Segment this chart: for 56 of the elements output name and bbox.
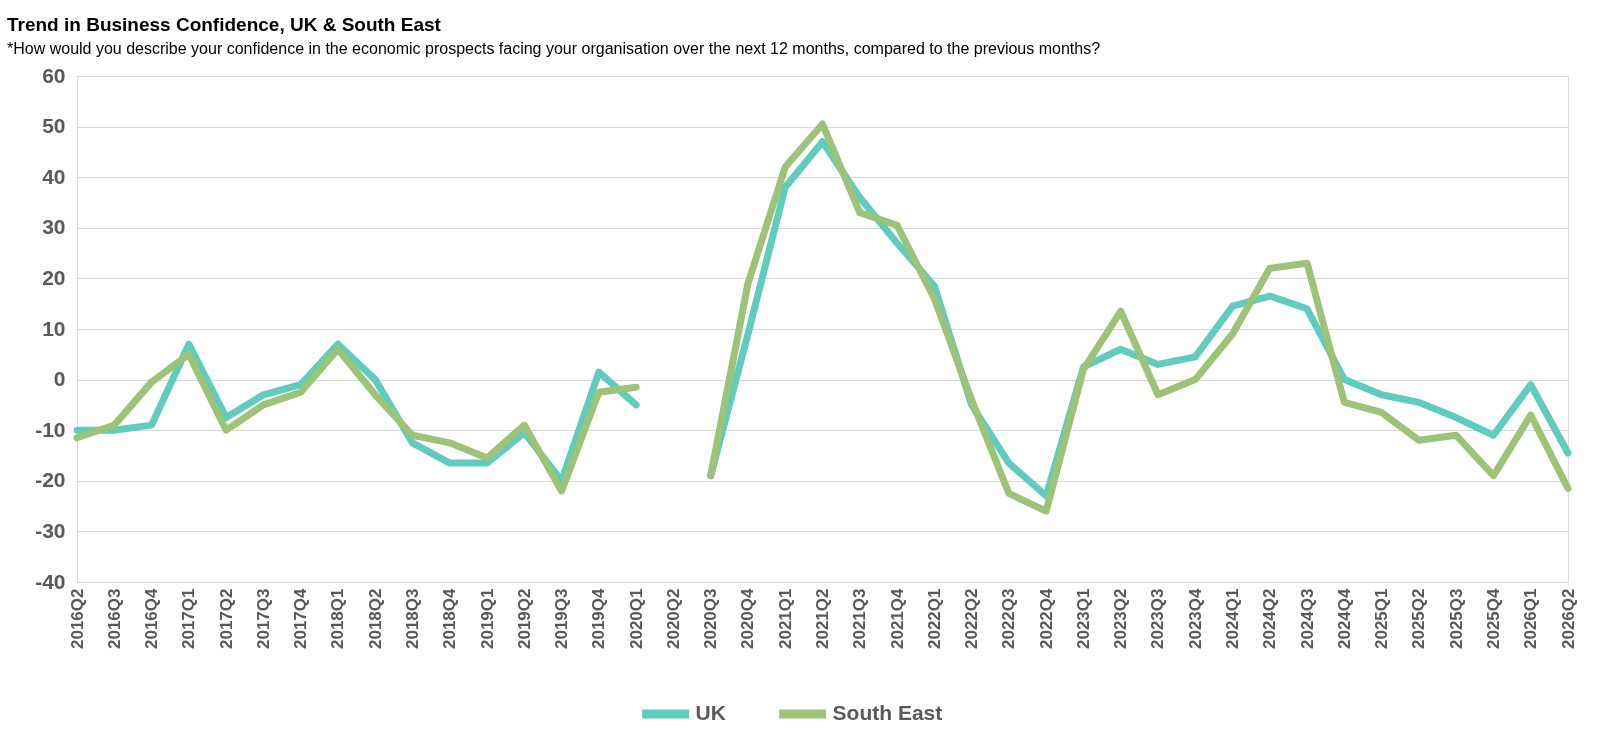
x-tick-label: 2018Q1 (328, 588, 348, 649)
y-tick-label: 60 (42, 63, 66, 87)
x-tick-label: 2016Q3 (104, 588, 124, 649)
x-tick-label: 2022Q3 (999, 588, 1019, 649)
x-tick-label: 2023Q1 (1073, 588, 1093, 649)
y-tick-label: -20 (35, 468, 66, 492)
x-tick-label: 2025Q4 (1483, 587, 1503, 649)
y-tick-label: -10 (35, 417, 66, 441)
x-tick-label: 2019Q4 (589, 587, 609, 649)
x-tick-label: 2020Q1 (626, 588, 646, 649)
x-tick-label: 2023Q4 (1185, 587, 1205, 649)
x-tick-label: 2025Q3 (1446, 588, 1466, 649)
x-tick-label: 2023Q3 (1148, 588, 1168, 649)
x-tick-label: 2020Q4 (738, 587, 758, 649)
legend-label: UK (695, 701, 726, 724)
x-tick-label: 2024Q4 (1334, 587, 1354, 649)
x-tick-label: 2017Q4 (291, 587, 311, 649)
y-tick-label: -30 (35, 518, 66, 542)
x-tick-label: 2020Q3 (701, 588, 721, 649)
y-tick-label: 50 (42, 114, 66, 138)
x-tick-label: 2020Q2 (663, 588, 683, 649)
x-tick-label: 2017Q2 (216, 588, 236, 649)
x-tick-label: 2018Q4 (440, 587, 460, 649)
x-tick-label: 2018Q3 (402, 588, 422, 649)
x-tick-label: 2017Q1 (179, 588, 199, 649)
chart-title: Trend in Business Confidence, UK & South East (7, 14, 442, 35)
x-tick-label: 2024Q3 (1297, 588, 1317, 649)
x-tick-label: 2026Q2 (1558, 588, 1578, 649)
x-tick-label: 2024Q2 (1260, 588, 1280, 649)
y-tick-label: 10 (42, 316, 66, 340)
x-tick-label: 2016Q2 (67, 588, 87, 649)
x-tick-label: 2016Q4 (142, 587, 162, 649)
legend-label: South East (832, 701, 943, 724)
y-tick-label: -40 (35, 569, 66, 593)
x-tick-label: 2021Q1 (775, 588, 795, 649)
x-tick-label: 2026Q1 (1521, 588, 1541, 649)
x-tick-label: 2019Q1 (477, 588, 497, 649)
x-tick-label: 2025Q1 (1372, 588, 1392, 649)
y-tick-label: 30 (42, 215, 66, 239)
x-tick-label: 2021Q4 (887, 587, 907, 649)
chart-subtitle: *How would you describe your confidence in the economic prospects facing your organisation over the next 12 months, compared to the previous months? (7, 40, 1101, 57)
y-tick-label: 20 (42, 265, 66, 289)
x-tick-label: 2021Q3 (850, 588, 870, 649)
x-tick-label: 2022Q2 (962, 588, 982, 649)
x-tick-label: 2019Q3 (552, 588, 572, 649)
y-tick-label: 40 (42, 164, 66, 188)
y-tick-label: 0 (53, 367, 66, 391)
x-tick-label: 2024Q1 (1223, 588, 1243, 649)
x-tick-label: 2019Q2 (514, 588, 534, 649)
x-tick-label: 2023Q2 (1111, 588, 1131, 649)
x-tick-label: 2025Q2 (1409, 588, 1429, 649)
x-tick-label: 2017Q3 (253, 588, 273, 649)
x-tick-label: 2021Q2 (813, 588, 832, 649)
x-tick-label: 2022Q1 (924, 588, 944, 649)
x-tick-label: 2022Q4 (1036, 587, 1056, 649)
x-tick-label: 2018Q2 (365, 588, 385, 649)
